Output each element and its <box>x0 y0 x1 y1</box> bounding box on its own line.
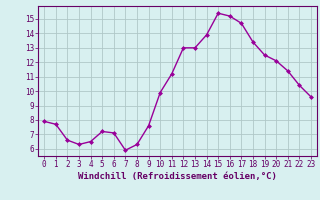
X-axis label: Windchill (Refroidissement éolien,°C): Windchill (Refroidissement éolien,°C) <box>78 172 277 181</box>
